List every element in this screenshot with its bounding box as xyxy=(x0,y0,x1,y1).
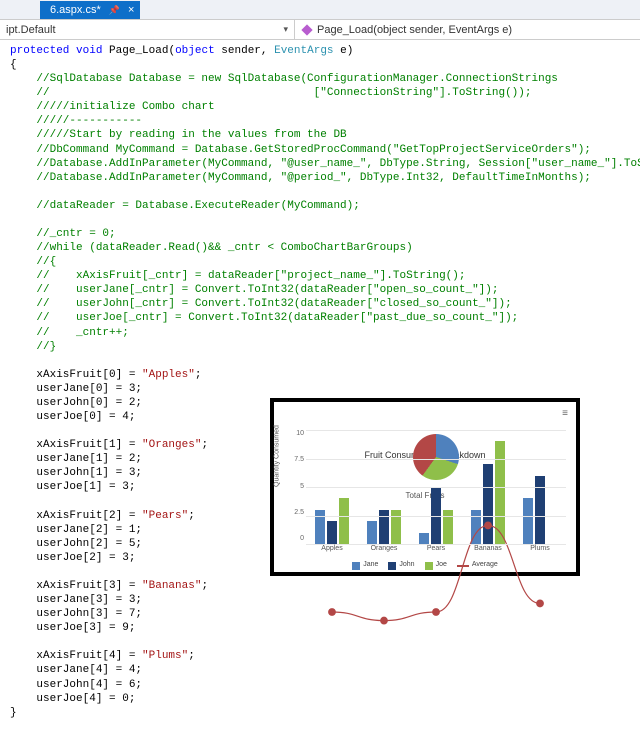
keyword: protected xyxy=(10,45,69,57)
assignment-block: xAxisFruit[0] = "Apples"; userJane[0] = … xyxy=(10,369,208,705)
tab-bar: 6.aspx.cs* 📌 × xyxy=(0,0,640,20)
chevron-down-icon: ▾ xyxy=(283,24,288,35)
param: sender xyxy=(221,45,261,57)
member-dropdown[interactable]: Page_Load(object sender, EventArgs e) xyxy=(295,20,640,39)
type: EventArgs xyxy=(274,45,333,57)
code-editor[interactable]: protected void Page_Load(object sender, … xyxy=(0,40,640,752)
member-label: Page_Load(object sender, EventArgs e) xyxy=(317,24,512,36)
y-axis-label: Quantity Consumed xyxy=(274,425,283,487)
tab-title: 6.aspx.cs* xyxy=(50,4,101,16)
scope-dropdown[interactable]: ipt.Default ▾ xyxy=(0,20,295,39)
hamburger-icon[interactable]: ≡ xyxy=(562,408,568,421)
keyword: void xyxy=(76,45,102,57)
close-icon[interactable]: × xyxy=(128,4,134,16)
pie-chart xyxy=(413,434,459,480)
param: e xyxy=(340,45,347,57)
file-tab[interactable]: 6.aspx.cs* 📌 × xyxy=(40,1,140,19)
type: object xyxy=(175,45,215,57)
x-axis: ApplesOrangesPearsBananasPlums xyxy=(306,545,566,554)
method-icon xyxy=(301,24,313,36)
pin-icon[interactable]: 📌 xyxy=(109,5,120,16)
chart-preview: ≡ Fruit Consumption Breakdown Total Frui… xyxy=(270,398,580,576)
comment-block: //SqlDatabase Database = new SqlDatabase… xyxy=(10,73,640,352)
scope-label: ipt.Default xyxy=(6,24,56,36)
plot-area xyxy=(306,430,566,544)
legend: JaneJohnJoeAverage xyxy=(274,561,576,570)
method-name: Page_Load xyxy=(109,45,168,57)
navigation-bar: ipt.Default ▾ Page_Load(object sender, E… xyxy=(0,20,640,40)
y-axis: 107.552.50 xyxy=(292,430,304,544)
